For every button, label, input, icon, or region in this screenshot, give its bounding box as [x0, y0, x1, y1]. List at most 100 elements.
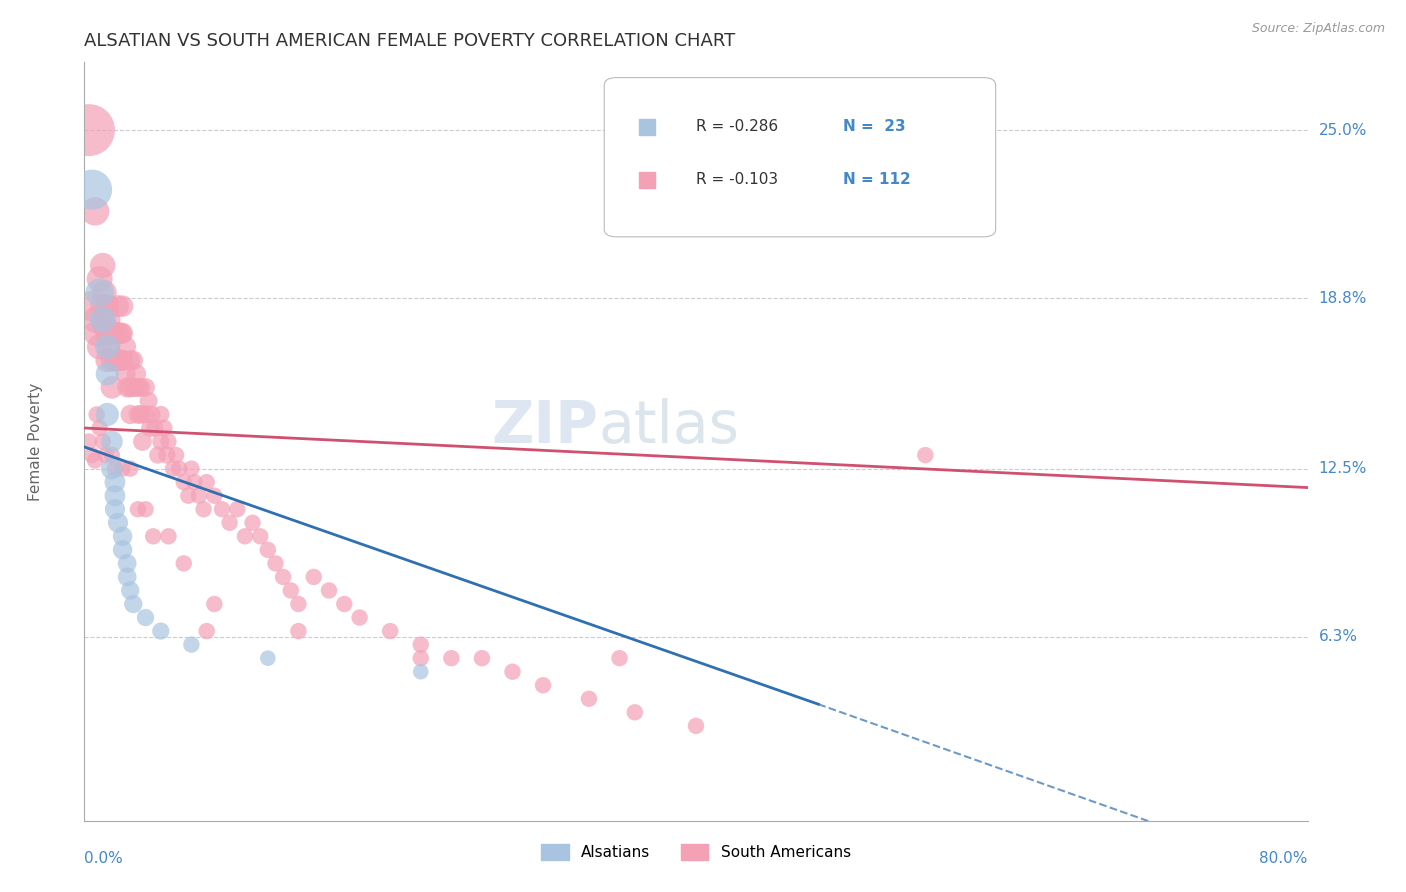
Point	[122, 353, 145, 368]
Point	[409, 651, 432, 665]
Point	[104, 326, 127, 341]
Point	[218, 516, 240, 530]
Point	[249, 529, 271, 543]
Point	[578, 691, 600, 706]
Point	[409, 665, 432, 679]
Point	[104, 489, 127, 503]
Point	[80, 448, 103, 462]
Point	[131, 434, 153, 449]
Text: Source: ZipAtlas.com: Source: ZipAtlas.com	[1251, 22, 1385, 36]
Point	[125, 367, 148, 381]
Point	[93, 318, 115, 332]
Point	[86, 312, 108, 326]
Point	[271, 570, 294, 584]
Point	[157, 434, 180, 449]
Point	[135, 610, 157, 624]
Point	[120, 380, 142, 394]
Point	[96, 299, 118, 313]
Point	[110, 353, 132, 368]
Point	[318, 583, 340, 598]
Point	[257, 542, 280, 557]
FancyBboxPatch shape	[605, 78, 995, 236]
Point	[914, 448, 936, 462]
Point	[104, 353, 127, 368]
Point	[139, 421, 162, 435]
Point	[129, 380, 152, 394]
Point	[195, 475, 218, 490]
Point	[531, 678, 554, 692]
Point	[257, 651, 280, 665]
Point	[138, 393, 160, 408]
Point	[135, 408, 157, 422]
Point	[80, 183, 103, 197]
Text: N = 112: N = 112	[842, 172, 911, 187]
Point	[211, 502, 233, 516]
Text: 80.0%: 80.0%	[1260, 851, 1308, 866]
Point	[94, 448, 117, 462]
Text: ZIP: ZIP	[491, 398, 598, 455]
Text: R = -0.286: R = -0.286	[696, 120, 778, 135]
Point	[333, 597, 356, 611]
Point	[107, 516, 129, 530]
Point	[120, 353, 142, 368]
Point	[111, 461, 134, 475]
Text: 18.8%: 18.8%	[1319, 291, 1367, 306]
Point	[89, 421, 111, 435]
Point	[86, 326, 108, 341]
Point	[80, 299, 103, 313]
Point	[77, 123, 100, 137]
Point	[233, 529, 256, 543]
Point	[173, 475, 195, 490]
Point	[609, 651, 631, 665]
Point	[242, 516, 264, 530]
Point	[114, 340, 136, 354]
Point	[115, 557, 138, 571]
Point	[685, 719, 707, 733]
Point	[120, 583, 142, 598]
Point	[183, 475, 205, 490]
Point	[180, 638, 202, 652]
Point	[264, 557, 287, 571]
Point	[93, 285, 115, 300]
Point	[153, 421, 176, 435]
Point	[101, 326, 124, 341]
Point	[89, 340, 111, 354]
Point	[146, 448, 169, 462]
Point	[120, 408, 142, 422]
Point	[287, 597, 309, 611]
Text: 12.5%: 12.5%	[1319, 461, 1367, 476]
Point	[97, 312, 120, 326]
Point	[177, 489, 200, 503]
Point	[202, 489, 225, 503]
Point	[167, 461, 190, 475]
Point	[409, 638, 432, 652]
Point	[89, 285, 111, 300]
Point	[84, 453, 107, 467]
Point	[624, 706, 647, 720]
Point	[380, 624, 402, 639]
Point	[91, 312, 114, 326]
Point	[96, 367, 118, 381]
Point	[173, 557, 195, 571]
Point	[188, 489, 211, 503]
Point	[111, 542, 134, 557]
Point	[129, 408, 152, 422]
Point	[440, 651, 463, 665]
Point	[149, 434, 172, 449]
Point	[111, 326, 134, 341]
Point	[104, 502, 127, 516]
Point	[471, 651, 494, 665]
Point	[135, 502, 157, 516]
Point	[107, 353, 129, 368]
Point	[101, 461, 124, 475]
Text: 0.0%: 0.0%	[84, 851, 124, 866]
Point	[127, 502, 149, 516]
Point	[349, 610, 371, 624]
Text: Female Poverty: Female Poverty	[28, 383, 44, 500]
Point	[101, 434, 124, 449]
Point	[107, 299, 129, 313]
Point	[162, 461, 184, 475]
Point	[97, 340, 120, 354]
Point	[111, 299, 134, 313]
Point	[91, 434, 114, 449]
